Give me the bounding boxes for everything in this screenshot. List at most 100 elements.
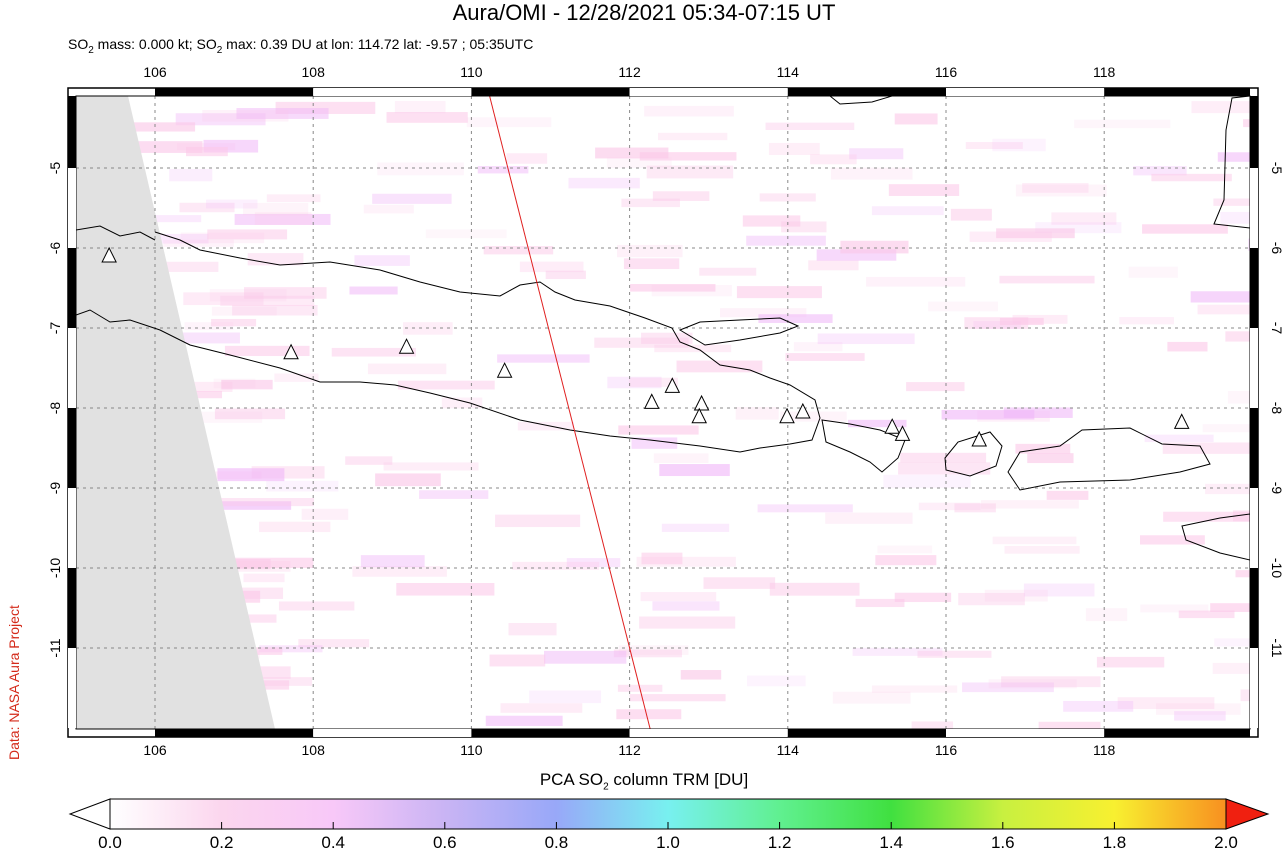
so2-pixel xyxy=(606,156,672,168)
so2-pixel xyxy=(659,464,730,477)
so2-pixel xyxy=(883,474,971,488)
so2-pixel xyxy=(544,650,627,664)
frame-bar xyxy=(1250,648,1258,728)
so2-pixel xyxy=(1038,721,1101,729)
so2-pixel xyxy=(1214,638,1250,647)
lat-tick-label-left: -11 xyxy=(47,638,63,658)
frame-bar xyxy=(787,88,946,96)
frame-bar xyxy=(787,729,946,737)
so2-pixel xyxy=(1003,407,1073,418)
so2-pixel xyxy=(352,566,447,577)
frame-bar xyxy=(313,88,472,96)
lon-tick-label-top: 108 xyxy=(301,64,325,80)
so2-pixel xyxy=(500,703,583,713)
so2-pixel xyxy=(221,379,273,390)
so2-pixel xyxy=(244,287,327,299)
volcano-icon xyxy=(283,343,299,360)
lon-tick-label-top: 112 xyxy=(618,64,641,80)
so2-pixel xyxy=(906,382,965,392)
so2-pixel xyxy=(988,679,1077,689)
so2-pixel xyxy=(206,199,258,209)
so2-pixel xyxy=(894,113,938,125)
so2-pixel xyxy=(629,694,726,702)
so2-pixel xyxy=(124,122,196,132)
so2-pixel xyxy=(973,321,1021,329)
volcano-icon xyxy=(795,402,811,419)
so2-pixels xyxy=(80,101,1250,729)
colorbar-label: 0.0 xyxy=(98,833,122,852)
colorbar-label: 1.6 xyxy=(990,833,1015,852)
so2-pixel xyxy=(765,122,855,130)
so2-pixel xyxy=(222,587,284,599)
volcano-markers xyxy=(101,246,1190,447)
so2-pixel xyxy=(1139,535,1205,545)
so2-pixel xyxy=(736,286,822,299)
no-data-swath xyxy=(76,96,275,729)
so2-pixel xyxy=(506,153,548,164)
so2-pixel xyxy=(218,498,315,507)
so2-pixel xyxy=(1142,224,1228,234)
so2-pixel xyxy=(466,117,552,128)
frame-bar xyxy=(68,408,76,488)
so2-pixel xyxy=(367,363,447,375)
sumba-coast xyxy=(1181,513,1250,561)
so2-pixel xyxy=(911,721,954,729)
so2-pixel xyxy=(769,582,860,596)
so2-pixel xyxy=(1167,341,1208,352)
so2-pixel xyxy=(780,411,847,422)
so2-pixel xyxy=(1144,434,1214,443)
frame-bar xyxy=(1250,168,1258,248)
so2-pixel xyxy=(243,202,309,216)
so2-pixel xyxy=(631,437,678,449)
so2-pixel xyxy=(657,132,728,141)
so2-pixel xyxy=(1063,700,1134,712)
frame-bar xyxy=(946,88,1105,96)
so2-pixel xyxy=(817,333,915,345)
so2-pixel xyxy=(217,468,285,482)
so2-pixel xyxy=(349,286,398,295)
lat-tick-label-left: -10 xyxy=(47,557,63,579)
so2-pixel xyxy=(1001,676,1101,688)
colorbar-min-arrow xyxy=(68,798,111,830)
frame-bar xyxy=(68,568,76,648)
so2-pixel xyxy=(1023,583,1095,597)
max-text: max: 0.39 DU at lon: 114.72 lat: -9.57 ;… xyxy=(222,36,534,52)
so2-pixel xyxy=(512,561,600,570)
so2-pixel xyxy=(636,556,736,567)
so2-pixel xyxy=(183,292,264,306)
so2-pixel xyxy=(331,347,416,357)
so2-pixel xyxy=(1227,391,1250,404)
so2-pixel xyxy=(917,650,992,658)
so2-pixel xyxy=(898,462,991,475)
so2-pixel xyxy=(595,147,669,159)
so2-pixel xyxy=(680,670,722,680)
lat-tick-label-right: -5 xyxy=(1269,161,1285,175)
so2-pixel xyxy=(207,229,288,240)
so2-pixel xyxy=(485,715,563,726)
volcano-icon xyxy=(884,418,901,434)
so2-pixel xyxy=(360,555,425,568)
frame-bar xyxy=(629,88,788,96)
so2-pixel xyxy=(372,193,452,204)
so2-pixel xyxy=(840,240,909,254)
lon-tick-label-top: 116 xyxy=(934,64,958,80)
frame-bar xyxy=(155,729,314,737)
so2-pixel xyxy=(301,508,349,520)
so2-pixel xyxy=(1119,317,1174,325)
so2-pixel xyxy=(1027,453,1074,464)
so2-pixel xyxy=(1235,570,1250,578)
volcano-icon xyxy=(779,407,795,424)
so2-pixel xyxy=(211,318,257,327)
madura-coast xyxy=(678,317,800,346)
lon-tick-label-bottom: 106 xyxy=(143,742,167,758)
so2-pixel xyxy=(941,409,1035,420)
so2-pixel xyxy=(169,169,213,182)
frame-bar xyxy=(471,88,630,96)
so2-pixel xyxy=(848,419,907,428)
so2-pixel xyxy=(992,536,1077,545)
frame-bar xyxy=(68,488,76,568)
so2-pixel xyxy=(613,649,682,658)
volcano-icon xyxy=(101,246,117,263)
so2-pixel xyxy=(871,685,958,693)
map-title: Aura/OMI - 12/28/2021 05:34-07:15 UT xyxy=(452,0,836,25)
